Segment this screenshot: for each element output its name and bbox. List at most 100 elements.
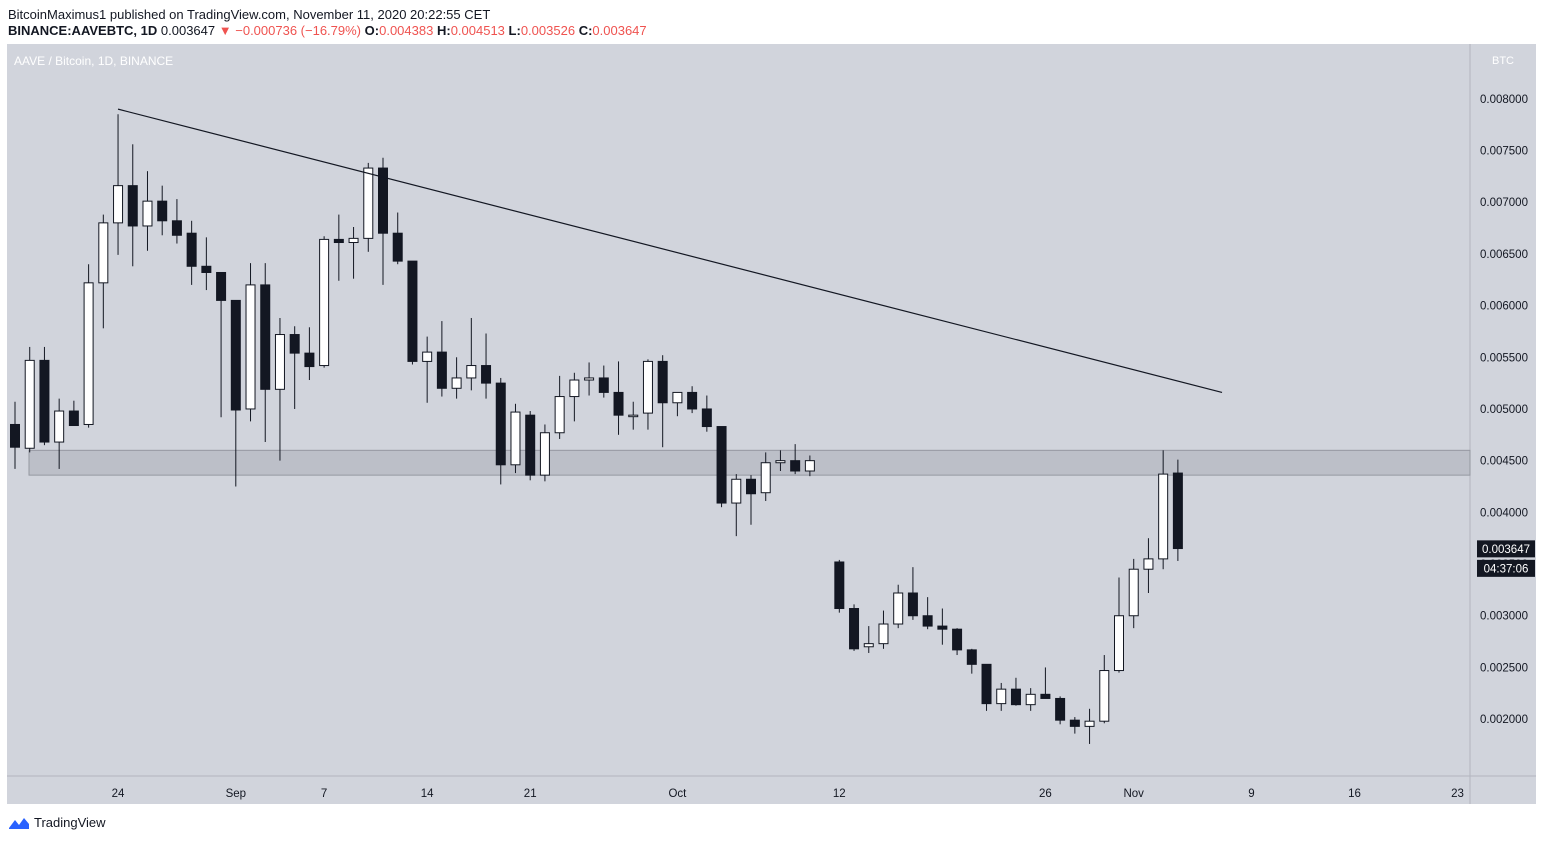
candle[interactable] bbox=[701, 395, 712, 432]
candle[interactable] bbox=[260, 263, 271, 443]
candle[interactable] bbox=[407, 260, 418, 365]
tradingview-footer[interactable]: TradingView bbox=[8, 815, 106, 830]
candle[interactable] bbox=[216, 271, 227, 418]
candle[interactable] bbox=[333, 214, 344, 281]
candle[interactable] bbox=[1143, 538, 1154, 593]
candle[interactable] bbox=[10, 401, 20, 469]
candle[interactable] bbox=[657, 355, 668, 448]
candle[interactable] bbox=[495, 377, 506, 485]
candle[interactable] bbox=[849, 604, 860, 651]
candle[interactable] bbox=[1099, 655, 1110, 724]
candle[interactable] bbox=[422, 336, 433, 403]
time-axis[interactable] bbox=[7, 776, 1536, 804]
candle[interactable] bbox=[54, 398, 65, 469]
candle[interactable] bbox=[525, 411, 536, 481]
candle[interactable] bbox=[1114, 577, 1124, 673]
candle[interactable] bbox=[363, 162, 374, 252]
candle[interactable] bbox=[1010, 677, 1021, 706]
candle[interactable] bbox=[878, 610, 889, 649]
y-tick-label: 0.005000 bbox=[1480, 404, 1528, 416]
candle[interactable] bbox=[834, 559, 845, 613]
candle[interactable] bbox=[1040, 667, 1051, 699]
candle[interactable] bbox=[466, 317, 477, 391]
candle[interactable] bbox=[1158, 450, 1169, 570]
candle[interactable] bbox=[378, 157, 388, 285]
symbol-label: BINANCE:AAVEBTC, 1D bbox=[8, 23, 158, 38]
candle[interactable] bbox=[760, 452, 771, 501]
candle-body-down bbox=[333, 238, 344, 244]
x-tick-label: Oct bbox=[668, 788, 687, 800]
price-axis[interactable] bbox=[1470, 44, 1536, 776]
candle-body-down bbox=[1055, 697, 1066, 721]
candle[interactable] bbox=[39, 346, 50, 446]
high-value: 0.004513 bbox=[450, 23, 505, 38]
candle[interactable] bbox=[157, 185, 168, 236]
candle[interactable] bbox=[1084, 708, 1095, 744]
candle[interactable] bbox=[481, 333, 492, 399]
candle[interactable] bbox=[113, 114, 124, 255]
candle[interactable] bbox=[230, 299, 241, 487]
candle-body-up bbox=[348, 237, 359, 244]
descending-trendline[interactable] bbox=[117, 108, 1223, 394]
candle[interactable] bbox=[171, 199, 182, 244]
candle[interactable] bbox=[98, 214, 109, 329]
candle[interactable] bbox=[127, 144, 138, 267]
candle[interactable] bbox=[937, 608, 948, 645]
candle[interactable] bbox=[746, 475, 756, 525]
publisher-name[interactable]: BitcoinMaximus1 bbox=[8, 7, 107, 22]
candle[interactable] bbox=[584, 362, 595, 396]
candle[interactable] bbox=[775, 450, 786, 471]
candle[interactable] bbox=[952, 628, 963, 656]
candle[interactable] bbox=[304, 327, 315, 381]
candle[interactable] bbox=[981, 663, 992, 711]
candle-body-up bbox=[1143, 558, 1154, 570]
candle-body-down bbox=[1010, 688, 1021, 706]
candle[interactable] bbox=[863, 626, 874, 653]
candle[interactable] bbox=[1172, 459, 1183, 561]
candle[interactable] bbox=[1055, 696, 1066, 725]
candle[interactable] bbox=[319, 236, 330, 368]
candle[interactable] bbox=[613, 361, 624, 435]
candle[interactable] bbox=[804, 455, 815, 477]
candle[interactable] bbox=[451, 357, 462, 399]
candle[interactable] bbox=[672, 391, 683, 417]
candle[interactable] bbox=[598, 365, 609, 398]
candle[interactable] bbox=[554, 375, 565, 439]
candle[interactable] bbox=[996, 682, 1007, 711]
candle[interactable] bbox=[966, 648, 977, 674]
candle[interactable] bbox=[569, 372, 580, 422]
candle[interactable] bbox=[790, 444, 801, 475]
candle[interactable] bbox=[274, 317, 285, 461]
support-zone[interactable] bbox=[28, 449, 1471, 476]
candle-body-down bbox=[1172, 472, 1183, 550]
candle[interactable] bbox=[24, 346, 35, 453]
candle[interactable] bbox=[893, 584, 904, 629]
candle[interactable] bbox=[907, 567, 918, 620]
candle[interactable] bbox=[731, 474, 742, 537]
candle[interactable] bbox=[392, 212, 403, 265]
candle[interactable] bbox=[83, 264, 94, 428]
candle[interactable] bbox=[716, 426, 727, 508]
candle[interactable] bbox=[642, 359, 653, 430]
candle[interactable] bbox=[142, 171, 153, 251]
candle[interactable] bbox=[628, 401, 639, 430]
candle[interactable] bbox=[289, 326, 300, 409]
candle[interactable] bbox=[687, 386, 698, 414]
candle[interactable] bbox=[1128, 558, 1139, 629]
candle[interactable] bbox=[539, 424, 550, 482]
candle-body-up bbox=[98, 222, 109, 284]
candle[interactable] bbox=[201, 237, 212, 291]
candle[interactable] bbox=[348, 227, 359, 279]
candle[interactable] bbox=[436, 321, 447, 397]
candle-body-up bbox=[760, 462, 771, 494]
candle[interactable] bbox=[922, 597, 933, 630]
candle[interactable] bbox=[1069, 717, 1080, 734]
candle[interactable] bbox=[245, 263, 256, 422]
chart-pane[interactable] bbox=[7, 44, 1470, 776]
x-tick-label: 12 bbox=[833, 788, 846, 800]
candle[interactable] bbox=[186, 220, 197, 285]
candle[interactable] bbox=[68, 400, 79, 427]
candle[interactable] bbox=[510, 403, 521, 474]
candle[interactable] bbox=[1025, 688, 1036, 711]
